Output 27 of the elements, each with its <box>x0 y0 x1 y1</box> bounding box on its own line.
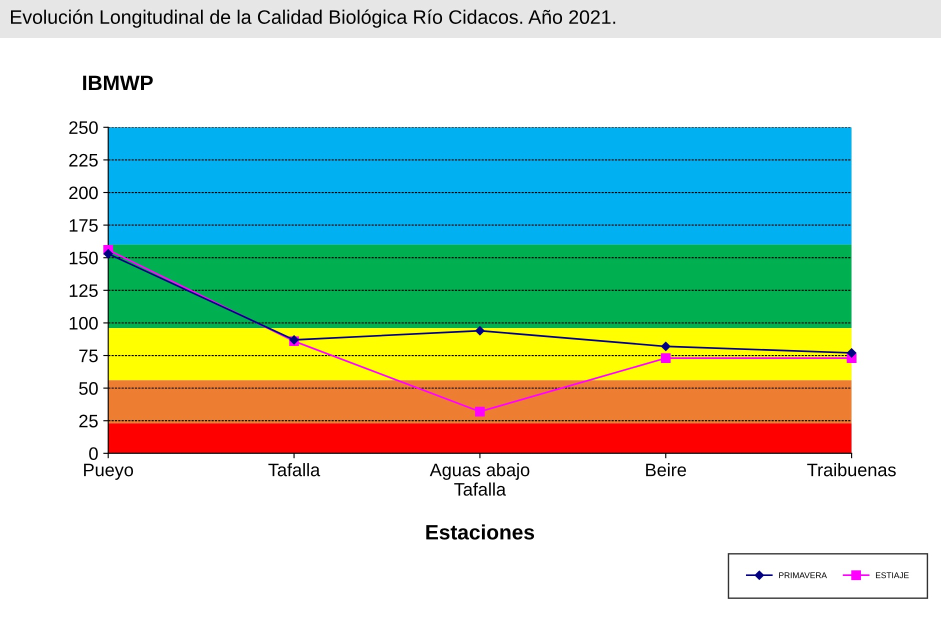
point <box>846 348 856 358</box>
x-tick-label: Traibuenas <box>807 463 896 476</box>
legend-label: PRIMAVERA <box>779 572 827 578</box>
y-tick-label: 75 <box>79 350 98 362</box>
point <box>475 406 485 416</box>
y-tick-label: 200 <box>69 186 98 200</box>
y-tick-label: 50 <box>79 382 98 395</box>
y-tick-label: 25 <box>79 414 98 428</box>
legend-label: ESTIAJE <box>876 572 909 578</box>
point <box>660 353 671 363</box>
y-tick-label: 150 <box>70 252 98 264</box>
y-tick-label: 175 <box>70 219 98 232</box>
x-axis-title: Estaciones <box>426 524 534 540</box>
point <box>104 249 113 258</box>
chart-title: Evolución Longitudinal de la Calidad Biológica Río Cidacos. Año 2021. <box>11 9 616 28</box>
point <box>661 342 670 352</box>
x-tick-label: Pueyo <box>84 464 134 480</box>
x-tick-label: Beire <box>646 463 686 476</box>
y-axis-title: IBMWP <box>83 76 153 90</box>
point <box>475 326 485 336</box>
y-tick-label: 100 <box>70 316 98 330</box>
y-tick-label: 125 <box>70 284 98 298</box>
x-tick-label: Aguas abajo Tafalla <box>430 463 530 496</box>
y-tick-label: 225 <box>69 154 98 167</box>
x-tick-label: Tafalla <box>268 463 320 476</box>
y-tick-label: 250 <box>69 121 98 134</box>
y-tick-label: 0 <box>89 447 98 460</box>
